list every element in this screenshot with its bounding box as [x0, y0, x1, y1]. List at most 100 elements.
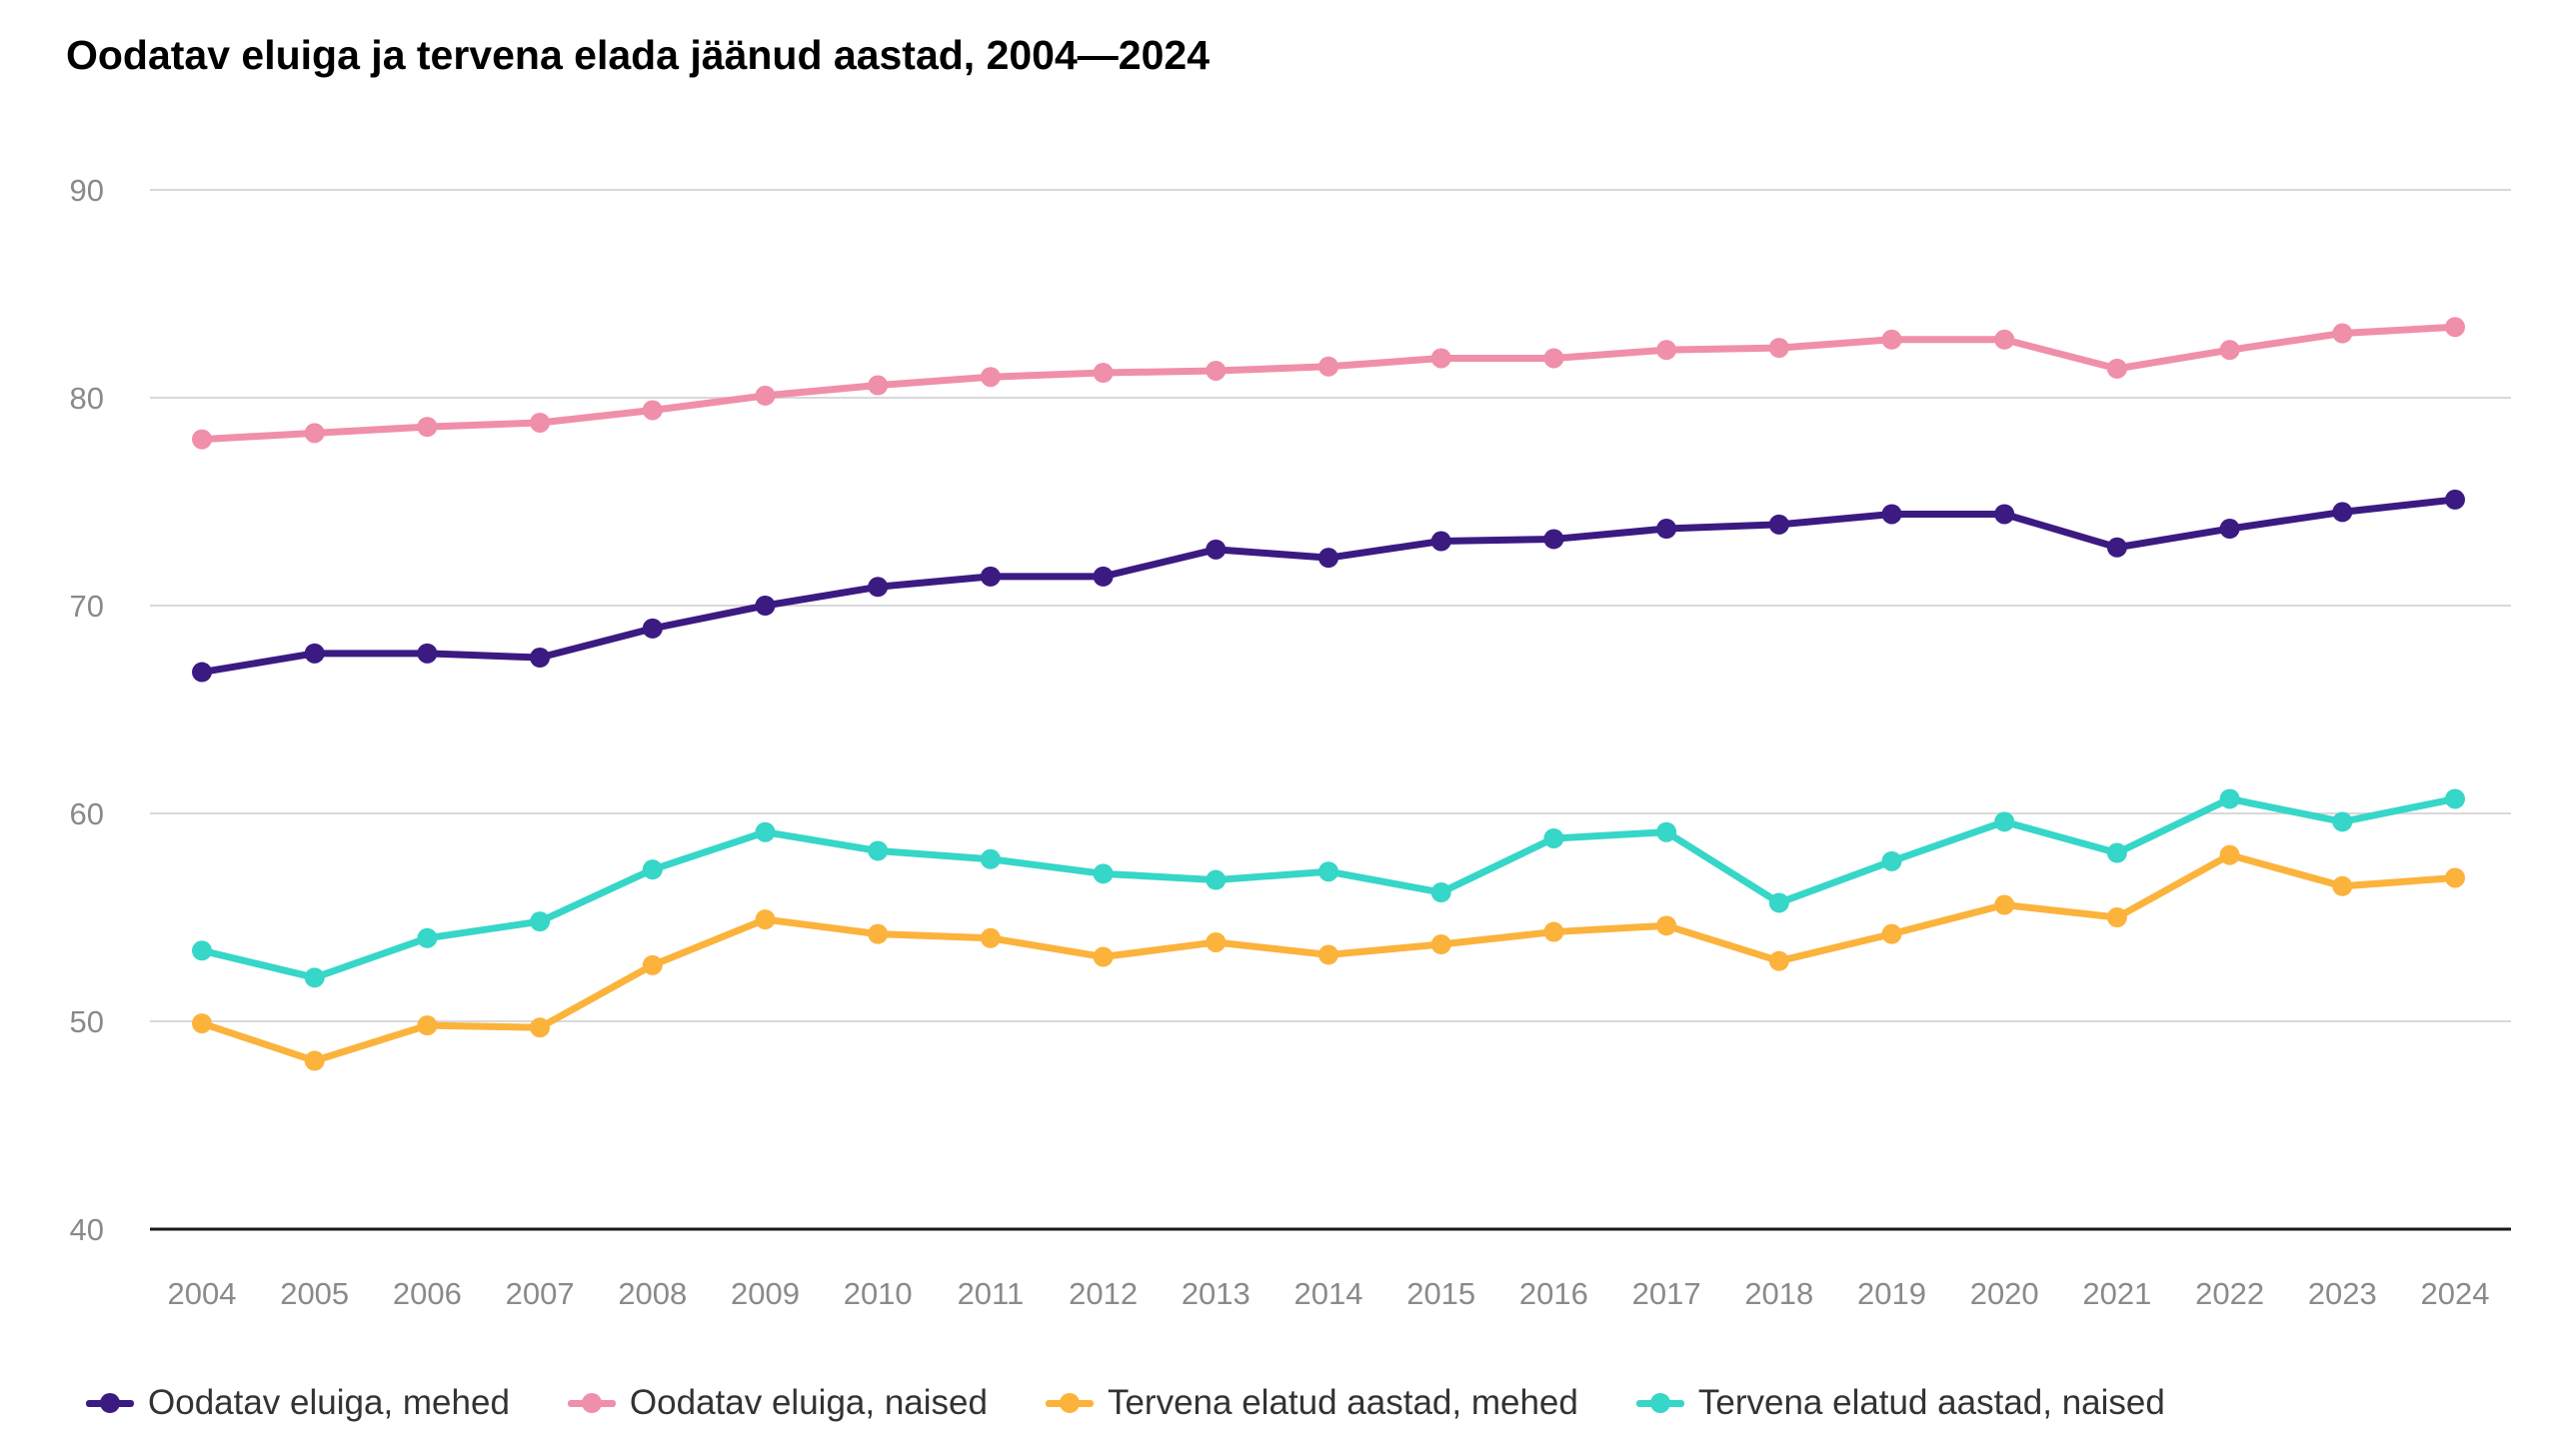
x-tick-label: 2014 — [1294, 1276, 1363, 1311]
data-point — [2219, 788, 2240, 809]
x-tick-label: 2006 — [393, 1276, 462, 1311]
y-tick-label: 90 — [70, 173, 104, 208]
data-point — [1206, 869, 1227, 890]
data-point — [2332, 875, 2353, 896]
data-point — [417, 643, 438, 664]
x-tick-label: 2022 — [2195, 1276, 2264, 1311]
legend-item: Tervena elatud aastad, naised — [1635, 1383, 2165, 1423]
data-point — [1093, 363, 1114, 384]
x-tick-label: 2024 — [2421, 1276, 2490, 1311]
data-point — [1430, 348, 1451, 369]
data-point — [1206, 539, 1227, 560]
data-point — [2332, 811, 2353, 832]
data-point — [1881, 504, 1902, 525]
data-point — [1093, 566, 1114, 587]
x-tick-label: 2021 — [2082, 1276, 2151, 1311]
data-point — [2106, 358, 2127, 379]
data-point — [1881, 850, 1902, 871]
data-point — [868, 577, 889, 598]
series-group — [192, 844, 2465, 1071]
data-point — [1768, 338, 1789, 359]
data-point — [1543, 921, 1564, 942]
data-point — [530, 1017, 551, 1038]
data-point — [755, 821, 776, 842]
chart-title: Oodatav eluiga ja tervena elada jäänud a… — [66, 32, 1210, 78]
data-point — [1994, 894, 2015, 915]
data-point — [1768, 892, 1789, 913]
data-point — [1881, 329, 1902, 350]
data-point — [1543, 827, 1564, 848]
data-point — [868, 375, 889, 396]
data-point — [192, 662, 212, 683]
x-tick-label: 2015 — [1406, 1276, 1475, 1311]
x-tick-label: 2012 — [1069, 1276, 1138, 1311]
data-point — [1994, 504, 2015, 525]
data-point — [304, 967, 325, 988]
x-tick-label: 2004 — [168, 1276, 237, 1311]
data-point — [642, 954, 663, 975]
data-point — [1656, 821, 1677, 842]
y-tick-label: 80 — [70, 381, 104, 416]
data-point — [642, 859, 663, 880]
data-point — [755, 909, 776, 930]
data-point — [530, 412, 551, 433]
legend-item: Oodatav eluiga, mehed — [86, 1383, 510, 1423]
data-point — [417, 927, 438, 948]
data-point — [417, 1015, 438, 1036]
legend-swatch — [86, 1393, 134, 1413]
data-point — [1430, 531, 1451, 552]
data-point — [1994, 811, 2015, 832]
x-tick-label: 2005 — [280, 1276, 349, 1311]
legend-label: Oodatav eluiga, mehed — [148, 1383, 510, 1422]
data-point — [2445, 788, 2465, 809]
x-tick-label: 2020 — [1970, 1276, 2039, 1311]
data-point — [980, 566, 1001, 587]
x-tick-label: 2017 — [1632, 1276, 1701, 1311]
data-point — [1093, 863, 1114, 884]
data-point — [1318, 861, 1338, 882]
data-point — [755, 596, 776, 616]
series-lines — [192, 317, 2465, 1071]
legend-label: Tervena elatud aastad, mehed — [1107, 1383, 1578, 1422]
data-point — [1206, 931, 1227, 952]
data-point — [2445, 317, 2465, 338]
x-tick-label: 2013 — [1182, 1276, 1251, 1311]
data-point — [2332, 323, 2353, 344]
data-point — [2106, 842, 2127, 863]
data-point — [1656, 519, 1677, 540]
data-point — [642, 618, 663, 639]
legend-item: Tervena elatud aastad, mehed — [1045, 1383, 1578, 1423]
legend-swatch — [1045, 1393, 1094, 1413]
data-point — [1206, 360, 1227, 381]
data-point — [304, 1050, 325, 1071]
y-tick-label: 60 — [70, 796, 104, 831]
data-point — [2219, 844, 2240, 865]
data-point — [1656, 340, 1677, 361]
data-point — [2445, 489, 2465, 510]
legend-swatch — [567, 1393, 616, 1413]
x-tick-label: 2018 — [1744, 1276, 1813, 1311]
data-point — [1318, 356, 1338, 377]
data-point — [530, 648, 551, 668]
data-point — [642, 400, 663, 421]
data-point — [2332, 502, 2353, 523]
series-group — [192, 788, 2465, 988]
data-point — [1318, 548, 1338, 569]
y-tick-label: 50 — [70, 1004, 104, 1039]
data-point — [530, 911, 551, 932]
data-point — [980, 367, 1001, 388]
legend-swatch — [1635, 1393, 1684, 1413]
data-point — [2106, 537, 2127, 558]
data-point — [1543, 529, 1564, 550]
legend-item: Oodatav eluiga, naised — [567, 1383, 988, 1423]
data-point — [1093, 946, 1114, 967]
data-point — [2219, 340, 2240, 361]
legend-label: Oodatav eluiga, naised — [629, 1383, 988, 1422]
x-tick-label: 2011 — [958, 1276, 1025, 1311]
data-point — [755, 385, 776, 406]
data-point — [1543, 348, 1564, 369]
y-tick-label: 70 — [70, 589, 104, 624]
x-tick-label: 2009 — [731, 1276, 800, 1311]
data-point — [417, 417, 438, 438]
